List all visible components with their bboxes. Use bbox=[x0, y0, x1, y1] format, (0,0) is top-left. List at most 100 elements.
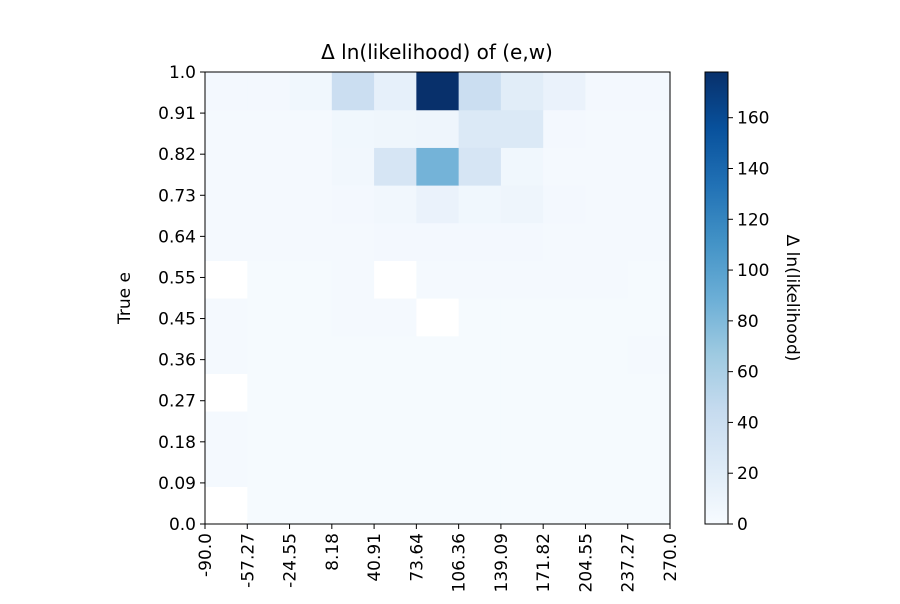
heatmap-cell bbox=[247, 373, 291, 412]
heatmap-cell bbox=[331, 335, 375, 374]
heatmap-cell bbox=[458, 260, 502, 299]
heatmap-cell bbox=[247, 222, 291, 261]
heatmap-cell bbox=[543, 298, 587, 337]
heatmap-cell bbox=[585, 373, 629, 412]
heatmap-cell bbox=[374, 147, 417, 186]
x-tick-label: 171.82 bbox=[534, 533, 554, 592]
heatmap-cell bbox=[585, 147, 629, 186]
heatmap-cell bbox=[374, 298, 417, 337]
x-tick-label: 40.91 bbox=[365, 533, 385, 582]
heatmap-cell bbox=[205, 260, 248, 299]
y-tick-label: 0.0 bbox=[169, 515, 196, 535]
x-tick-label: -90.0 bbox=[196, 533, 216, 577]
y-tick-label: 0.09 bbox=[158, 474, 196, 494]
heatmap-cell bbox=[458, 335, 502, 374]
heatmap-cell bbox=[331, 72, 375, 111]
heatmap-cell bbox=[331, 373, 375, 412]
heatmap-cell bbox=[247, 298, 291, 337]
heatmap-cell bbox=[627, 373, 671, 412]
heatmap-cell bbox=[585, 222, 629, 261]
heatmap-cell bbox=[627, 486, 671, 525]
heatmap-cell bbox=[416, 373, 460, 412]
heatmap-cell bbox=[500, 185, 544, 224]
x-tick-label: -24.55 bbox=[281, 533, 301, 588]
heatmap-cell bbox=[458, 72, 502, 111]
colorbar-tick-label: 0 bbox=[737, 515, 748, 535]
heatmap-cell bbox=[205, 448, 248, 487]
heatmap-cell bbox=[627, 335, 671, 374]
y-tick-label: 0.55 bbox=[158, 268, 196, 288]
heatmap-cell bbox=[374, 335, 417, 374]
heatmap-cell bbox=[585, 72, 629, 111]
heatmap-cell bbox=[289, 411, 333, 450]
heatmap-cell bbox=[458, 147, 502, 186]
heatmap-cell bbox=[247, 147, 291, 186]
heatmap-cell bbox=[585, 298, 629, 337]
heatmap-cell bbox=[627, 260, 671, 299]
heatmap-cell bbox=[331, 260, 375, 299]
y-tick-label: 0.45 bbox=[158, 310, 196, 330]
colorbar-tick-label: 120 bbox=[737, 210, 769, 230]
heatmap-cell bbox=[374, 486, 417, 525]
heatmap-cell bbox=[500, 147, 544, 186]
heatmap-cell bbox=[205, 411, 248, 450]
y-axis-label: True e bbox=[115, 272, 135, 325]
x-tick-label: 73.64 bbox=[407, 533, 427, 582]
heatmap-cell bbox=[289, 373, 333, 412]
heatmap-cell bbox=[374, 109, 417, 148]
x-tick-label: 139.09 bbox=[492, 533, 512, 592]
colorbar bbox=[704, 71, 729, 525]
heatmap-cell bbox=[500, 222, 544, 261]
heatmap-cell bbox=[289, 335, 333, 374]
x-tick-label: 106.36 bbox=[450, 533, 470, 592]
colorbar-tick-label: 80 bbox=[737, 312, 759, 332]
heatmap-cell bbox=[458, 486, 502, 525]
heatmap-cell bbox=[416, 298, 460, 337]
heatmap-cell bbox=[289, 147, 333, 186]
heatmap-cell bbox=[416, 72, 460, 111]
heatmap-cell bbox=[500, 109, 544, 148]
heatmap-cell bbox=[627, 147, 671, 186]
heatmap-cell bbox=[247, 411, 291, 450]
heatmap-cell bbox=[627, 411, 671, 450]
heatmap-cell bbox=[416, 260, 460, 299]
heatmap-cell bbox=[543, 72, 587, 111]
heatmap-cell bbox=[289, 185, 333, 224]
x-tick-label: 8.18 bbox=[323, 533, 343, 571]
colorbar-ticks: 0 20 40 60 80 100 120 140 160 bbox=[728, 109, 769, 535]
heatmap-cell bbox=[205, 72, 248, 111]
heatmap-cell bbox=[374, 222, 417, 261]
plot-frame bbox=[204, 71, 671, 525]
heatmap-cell bbox=[458, 448, 502, 487]
heatmap-cell bbox=[331, 185, 375, 224]
heatmap-cell bbox=[627, 185, 671, 224]
colorbar-tick-label: 140 bbox=[737, 159, 769, 179]
heatmap-cell bbox=[205, 373, 248, 412]
x-tick-label: 204.55 bbox=[576, 533, 596, 592]
heatmap-cell bbox=[458, 411, 502, 450]
heatmap-cell bbox=[543, 147, 587, 186]
heatmap-cell bbox=[331, 109, 375, 148]
heatmap-cell bbox=[585, 335, 629, 374]
heatmap-cell bbox=[289, 486, 333, 525]
heatmap-cell bbox=[247, 72, 291, 111]
heatmap-cell bbox=[331, 411, 375, 450]
y-tick-label: 0.27 bbox=[158, 392, 196, 412]
heatmap-cell bbox=[585, 411, 629, 450]
heatmap-cell bbox=[416, 335, 460, 374]
heatmap-cell bbox=[543, 109, 587, 148]
heatmap-cell bbox=[247, 335, 291, 374]
y-tick-label: 0.91 bbox=[158, 104, 196, 124]
heatmap-cell bbox=[458, 222, 502, 261]
heatmap-cell bbox=[331, 298, 375, 337]
heatmap-cell bbox=[205, 109, 248, 148]
heatmap-cell bbox=[585, 448, 629, 487]
y-axis-ticks: 0.0 0.09 0.18 0.27 0.36 0.45 0.55 0.64 0.73 0.82 0… bbox=[158, 63, 205, 535]
heatmap-cell bbox=[374, 411, 417, 450]
heatmap-cell bbox=[205, 222, 248, 261]
heatmap-cell bbox=[543, 486, 587, 525]
heatmap-cell bbox=[374, 185, 417, 224]
heatmap-cell bbox=[585, 260, 629, 299]
heatmap-cell bbox=[543, 373, 587, 412]
heatmap-cell bbox=[543, 335, 587, 374]
